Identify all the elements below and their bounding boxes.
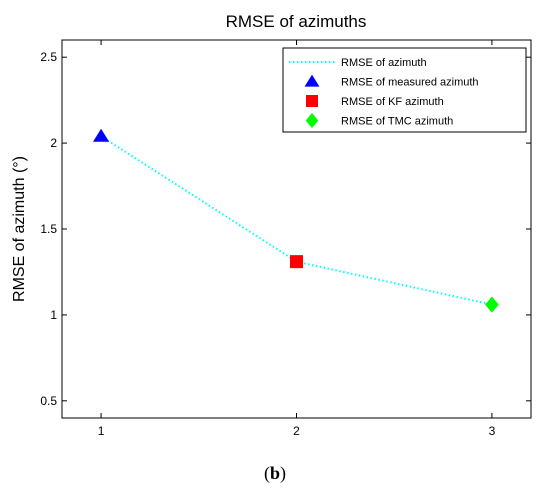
x-tick-label: 1 (98, 424, 105, 438)
legend-box (282, 47, 527, 133)
legend-label: RMSE of azimuth (341, 57, 427, 69)
y-tick-label: 1.5 (40, 222, 57, 236)
data-point-triangle (93, 128, 110, 142)
data-point-square (290, 255, 303, 269)
x-tick-label: 3 (489, 424, 496, 438)
legend-marker-square (306, 95, 318, 107)
y-axis-label: RMSE of azimuth (°) (11, 156, 28, 302)
legend-label: RMSE of TMC azimuth (341, 116, 453, 128)
chart: RMSE of azimuths 1 2 3 0.5 1 1.5 2 2.5 RMSE of… (11, 12, 532, 438)
figure-caption: (b) (0, 463, 550, 484)
y-tick-label: 2.5 (40, 50, 57, 64)
data-point-diamond (485, 296, 499, 313)
chart-title: RMSE of azimuths (226, 12, 367, 31)
legend-label: RMSE of measured azimuth (341, 77, 479, 89)
y-tick-label: 1 (50, 308, 57, 322)
series-layer (93, 128, 499, 313)
x-axis: 1 2 3 (98, 40, 496, 438)
x-tick-label: 2 (293, 424, 300, 438)
caption-open: ( (263, 463, 270, 483)
caption-label: b (269, 463, 280, 483)
caption-close: ) (280, 463, 286, 483)
legend-marker-triangle (304, 74, 320, 87)
legend: RMSE of azimuth RMSE of measured azimuth R… (282, 47, 527, 133)
y-axis: 0.5 1 1.5 2 2.5 (40, 50, 531, 408)
y-tick-label: 2 (50, 136, 57, 150)
legend-label: RMSE of KF azimuth (341, 96, 444, 108)
legend-marker-diamond (305, 113, 319, 128)
y-tick-label: 0.5 (40, 394, 57, 408)
